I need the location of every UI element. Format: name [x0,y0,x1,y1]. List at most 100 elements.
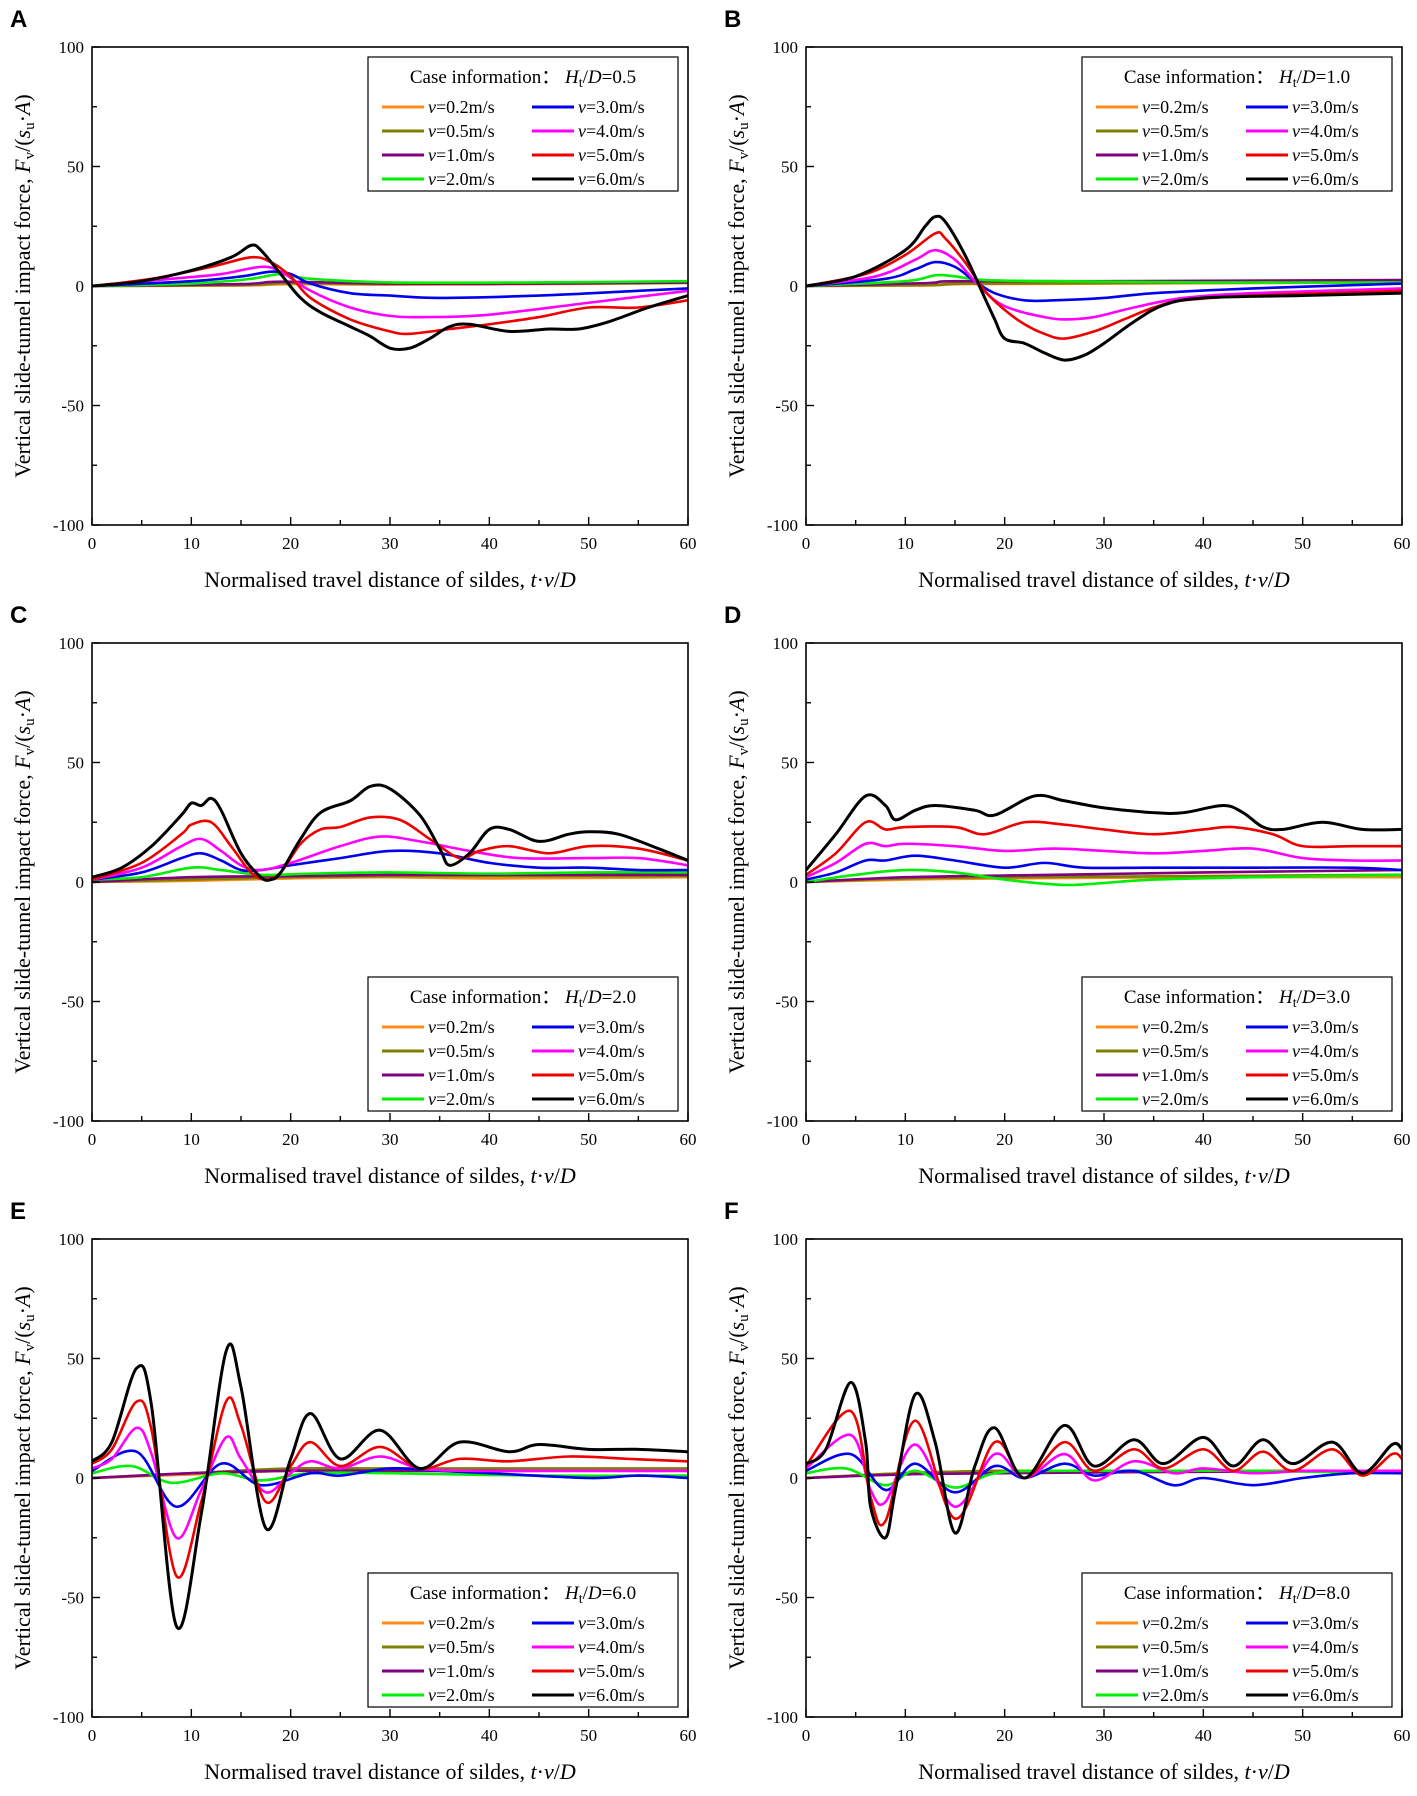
text-run: v [428,1685,436,1705]
text-run: v [1292,169,1300,189]
text-run: Case information： [410,1583,565,1604]
x-axis-label: Normalised travel distance of sildes, t·… [918,1759,1290,1784]
text-run: =4.0m/s [586,121,645,141]
text-run: v [578,121,586,141]
text-run: Case information： [1124,987,1279,1008]
x-tick-label: 10 [183,1726,200,1745]
text-run: A [10,697,35,713]
text-run: =3.0m/s [1300,97,1359,117]
x-tick-label: 10 [183,1130,200,1149]
y-tick-label: -50 [61,397,84,416]
x-axis-label: Normalised travel distance of sildes, t·… [918,567,1290,592]
x-tick-label: 0 [802,1130,811,1149]
text-run: =0.5m/s [436,121,495,141]
y-tick-label: -100 [53,1708,84,1727]
text-run: t [1245,1759,1252,1784]
chart-panel-e: E 0 10 20 30 40 50 60 -100 -50 0 50 100 Normalised tr… [10,1198,697,1784]
x-tick-label: 0 [88,1726,97,1745]
legend-box [1081,976,1393,1112]
text-run: t [531,1759,538,1784]
text-run: s [10,1322,35,1331]
text-run: v [1142,1685,1150,1705]
y-axis-label: Vertical slide-tunnel impact force, Fv/(… [724,1286,752,1669]
text-run: =3.0m/s [586,1613,645,1633]
text-run: =1.0m/s [436,145,495,165]
text-run: F [10,159,35,174]
legend-box [367,1572,679,1708]
x-tick-label: 20 [996,1130,1013,1149]
x-tick-label: 10 [897,1726,914,1745]
text-run: t [579,76,583,91]
y-tick-label: -100 [767,1708,798,1727]
series-line-v1-0 [92,873,688,884]
text-run: s [10,726,35,735]
text-run: =2.0m/s [436,1685,495,1705]
text-run: H [564,987,580,1008]
series-group [806,1380,1402,1540]
y-tick-label: -50 [775,993,798,1012]
legend-entry: v=6.0m/s [1292,1089,1359,1109]
text-run: v [1292,1685,1300,1705]
text-run: Case information： [410,987,565,1008]
y-tick-label: 100 [59,634,85,653]
legend-entry: v=4.0m/s [578,1041,645,1061]
legend-entry: v=0.5m/s [1142,1637,1209,1657]
legend-title: Case information： Ht/D=3.0 [1124,987,1350,1011]
y-tick-label: 0 [790,1469,799,1488]
text-run: Normalised travel distance of sildes, [918,1759,1244,1784]
legend-entry: v=1.0m/s [1142,145,1209,165]
text-run: Vertical slide-tunnel impact force, [10,173,35,478]
x-tick-label: 60 [1394,534,1411,553]
y-tick-label: -50 [61,1589,84,1608]
x-tick-label: 40 [481,1726,498,1745]
series-line-v6-0 [92,1342,688,1631]
x-tick-label: 0 [88,1130,97,1149]
text-run: Vertical slide-tunnel impact force, [724,173,749,478]
text-run: v [1142,121,1150,141]
y-axis-label: Vertical slide-tunnel impact force, Fv/(… [10,690,38,1073]
text-run: A [10,101,35,117]
legend-entry: v=3.0m/s [578,1613,645,1633]
legend-entry: v=6.0m/s [578,1685,645,1705]
x-tick-label: 0 [88,534,97,553]
y-tick-label: 50 [781,754,798,773]
text-run: =0.2m/s [1150,97,1209,117]
text-run: · [10,1307,35,1314]
text-run: =3.0 [1316,987,1350,1008]
series-line-v2-0 [806,273,1402,288]
text-run: · [724,1307,749,1314]
text-run: v [1142,1089,1150,1109]
text-run: v [428,1041,436,1061]
text-run: D [587,67,602,88]
text-run: D [1301,67,1316,88]
series-group [92,783,688,884]
text-run: D [559,1759,576,1784]
x-tick-label: 50 [580,1130,597,1149]
text-run: / [1268,1759,1275,1784]
text-run: =0.2m/s [1150,1017,1209,1037]
y-axis-label: Vertical slide-tunnel impact force, Fv/(… [724,94,752,477]
text-run: =2.0m/s [1150,1685,1209,1705]
y-tick-label: 50 [781,1350,798,1369]
chart-panel-f: F 0 10 20 30 40 50 60 -100 -50 0 50 100 Normalised tr… [724,1198,1411,1784]
text-run: · [537,567,544,592]
text-run: t [1245,567,1252,592]
text-run: v [544,567,554,592]
y-tick-label: -100 [53,1112,84,1131]
text-run: ) [724,690,749,697]
text-run: v [1292,1041,1300,1061]
y-tick-label: 100 [773,38,799,57]
text-run: v [578,97,586,117]
text-run: · [537,1759,544,1784]
text-run: v [578,1685,586,1705]
text-run: v [1258,1163,1268,1188]
text-run: =4.0m/s [1300,1637,1359,1657]
text-run: ) [10,690,35,697]
x-tick-label: 50 [1294,1726,1311,1745]
x-tick-label: 10 [183,534,200,553]
text-run: =0.5m/s [1150,1637,1209,1657]
text-run: =6.0m/s [586,1089,645,1109]
text-run: v [1142,1041,1150,1061]
text-run: v [544,1759,554,1784]
series-line-v3-0 [806,260,1402,303]
